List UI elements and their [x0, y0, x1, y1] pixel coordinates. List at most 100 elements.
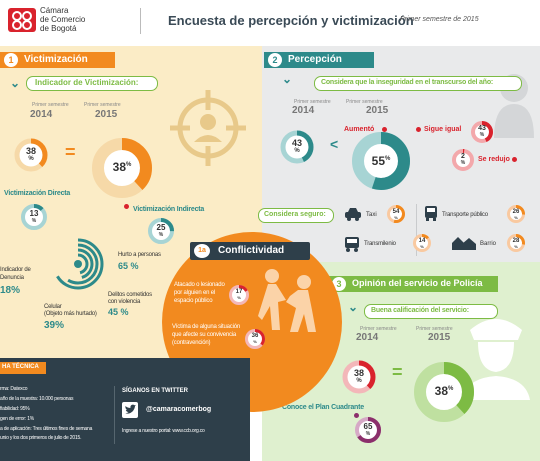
victim-2014-donut [14, 138, 48, 172]
hurto-pct: 65 % [118, 261, 139, 271]
chevron-down-icon: ⌄ [282, 72, 293, 86]
question-text: Considera que la inseguridad en el trans… [321, 79, 494, 86]
considera-pill: Considera seguro: [258, 208, 334, 223]
hurto-label: Hurto a personas [118, 252, 161, 258]
police-silhouette-icon [456, 300, 536, 400]
atacado-label-2: por alguien en el [174, 290, 215, 296]
ficha-line-4: gen de error: 1% [0, 416, 35, 422]
transporte-pct: 26% [512, 209, 520, 220]
ficha-line-3: fiabilidad: 95% [0, 406, 30, 412]
logo-text-1: Cámara [40, 6, 69, 15]
celular-label-2: (Objeto más hurtado) [44, 311, 97, 317]
victima-label-2: que afecte su convivencia [172, 332, 237, 338]
cuadrante-marker [354, 413, 359, 418]
chevron-down-icon: ⌄ [10, 76, 21, 90]
pol-2014-donut [342, 360, 376, 394]
barrio-donut [506, 233, 526, 253]
pol-2015-year: 2015 [428, 332, 451, 343]
pol-2014-label: Primer semestre [360, 326, 397, 332]
directa-label: Victimización Directa [4, 190, 71, 197]
buena-title: Buena calificación del servicio: [371, 307, 469, 314]
victima-label-1: Víctima de alguna situación [172, 324, 240, 330]
col-2015-year: 2015 [95, 109, 118, 120]
victim-2015-donut [90, 136, 154, 200]
transmilenio-label: Transmilenio [364, 241, 396, 247]
victima-label-3: (contravención) [172, 340, 211, 346]
perc-2014-pct: 43% [291, 138, 302, 154]
barrio-label: Barrio [480, 241, 497, 247]
portal-text[interactable]: Ingrese a nuestro portal: www.ccb.org.co [122, 428, 205, 434]
indirecta-label: Victimización Indirecta [133, 206, 205, 213]
ficha-title-bar: HA TÉCNICA [0, 362, 46, 374]
indicador-title: Indicador de Victimización: [35, 78, 139, 87]
pol-2015-donut [412, 360, 476, 424]
header: Cámara de Comercio de Bogotá Encuesta de… [0, 0, 540, 44]
pol-2014-pct: 38% [353, 368, 364, 384]
target-user-icon [168, 88, 248, 168]
cuadrante-pct: 65% [363, 422, 373, 437]
transporte-label: Transporte público [442, 212, 488, 218]
seguro-divider [416, 204, 417, 256]
celular-pct: 39% [44, 320, 65, 331]
se-redujo-marker [512, 157, 517, 162]
fighters-icon [258, 266, 318, 336]
considera-title: Considera seguro: [264, 211, 326, 218]
twitter-handle[interactable]: @camaracomerbog [146, 406, 212, 413]
sigue-igual-marker [416, 127, 421, 132]
pol-2014-year: 2014 [356, 332, 379, 343]
col-2015-label: Primer semestre [84, 102, 121, 108]
taxi-label: Taxi [366, 212, 377, 218]
directa-donut [20, 203, 48, 231]
section-number: 1a [194, 244, 210, 258]
ficha-line-1: rma: Datexco [0, 386, 28, 392]
bus-icon [424, 205, 438, 221]
logo-text-2: de Comercio [40, 15, 86, 24]
se-redujo-label: Se redujo [478, 156, 510, 163]
ficha-line-5: a de aplicación: Tres últimos fines de s… [0, 426, 93, 432]
section-title: Percepción [288, 54, 342, 65]
victim-2015-pct: 38% [112, 160, 132, 174]
transmilenio-donut [412, 233, 432, 253]
indirecta-pct: 25% [156, 223, 166, 238]
denuncia-arc-chart [52, 238, 104, 290]
pol-2015-label: Primer semestre [416, 326, 453, 332]
barrio-icon [452, 236, 476, 250]
twitter-title: SÍGANOS EN TWITTER [122, 388, 188, 394]
ccb-logo [8, 8, 36, 32]
taxi-pct: 54% [392, 209, 400, 220]
aumento-marker [382, 127, 387, 132]
perc-2014-donut [280, 130, 314, 164]
equals-sign: = [392, 362, 403, 382]
percepcion-header: 2 Percepción [264, 52, 374, 68]
cuadrante-label: Conoce el Plan Cuadrante [282, 404, 364, 411]
atacado-pct: 17% [235, 289, 243, 300]
less-than-sign: < [330, 136, 339, 152]
celular-label-1: Celular [44, 304, 62, 310]
transmilenio-icon [344, 236, 360, 252]
victima-donut [244, 328, 266, 350]
section-number: 2 [268, 53, 282, 67]
section-title: Conflictividad [218, 245, 285, 256]
indirecta-donut [147, 217, 175, 245]
perc-2015-label: Primer semestre [346, 99, 383, 105]
policia-header: 3 Opinión del servicio de Policía [328, 276, 498, 292]
twitter-icon[interactable] [122, 402, 138, 418]
victimizacion-header: 1 Victimización [0, 52, 115, 68]
conflictividad-header: 1a Conflictividad [190, 242, 310, 260]
victima-pct: 36% [251, 333, 259, 344]
question-pill: Considera que la inseguridad en el trans… [314, 76, 522, 91]
page-subtitle: Primer semestre de 2015 [400, 16, 479, 23]
directa-pct: 13% [29, 209, 39, 224]
sigue-igual-label: Sigue igual [424, 126, 462, 133]
perc-2014-year: 2014 [292, 105, 315, 116]
denuncia-pct: 18% [0, 285, 21, 296]
transporte-donut [506, 204, 526, 224]
pol-2015-pct: 38% [434, 384, 454, 398]
indirecta-marker [124, 204, 129, 209]
victim-2014-pct: 38% [25, 146, 36, 162]
taxi-icon [344, 207, 362, 221]
barrio-pct: 28% [512, 238, 520, 249]
col-2014-label: Primer semestre [32, 102, 69, 108]
col-2014-year: 2014 [30, 109, 53, 120]
logo-text-3: de Bogotá [40, 24, 77, 33]
